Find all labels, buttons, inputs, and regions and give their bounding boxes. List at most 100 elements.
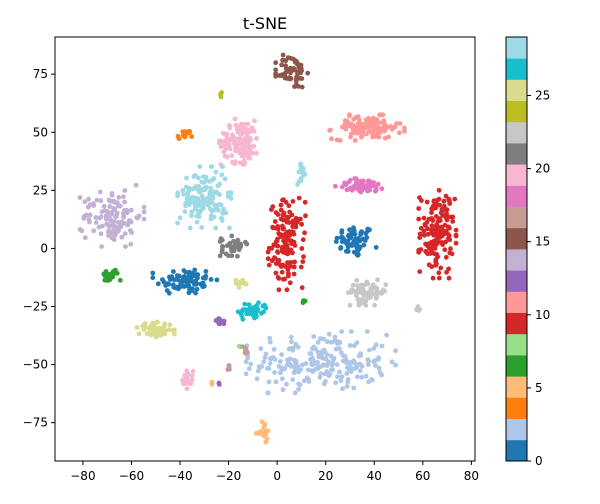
data-point (107, 223, 112, 229)
data-point (338, 245, 344, 250)
data-point (98, 198, 104, 204)
x-tick-label: 40 (367, 469, 382, 483)
data-point (359, 133, 365, 139)
cluster-14-15 (273, 52, 311, 90)
data-point (364, 329, 370, 334)
data-point (368, 182, 374, 188)
data-point (182, 209, 188, 215)
data-point (191, 174, 197, 179)
data-point (429, 247, 434, 253)
data-point (444, 269, 449, 275)
data-point (117, 203, 123, 209)
data-point (279, 376, 285, 382)
data-point (448, 246, 453, 252)
data-point (343, 126, 349, 132)
data-point (122, 231, 128, 237)
data-point (261, 309, 266, 315)
data-point (296, 169, 302, 175)
data-point (183, 184, 189, 190)
data-point (326, 331, 332, 337)
data-point (267, 339, 273, 345)
data-point (371, 359, 376, 364)
data-point (266, 379, 272, 385)
data-point (423, 249, 428, 254)
data-point (376, 134, 382, 140)
data-point (203, 269, 209, 274)
data-point (197, 210, 203, 215)
data-point (291, 370, 297, 376)
data-point (229, 233, 235, 239)
data-point (171, 269, 176, 274)
data-point (85, 204, 91, 210)
data-point (273, 261, 279, 266)
data-point (150, 275, 156, 281)
y-axis: −75 −50 −25 0 25 50 75 (23, 67, 55, 430)
data-point (355, 121, 361, 126)
data-point (286, 203, 292, 209)
data-point (142, 321, 148, 326)
data-point (417, 235, 423, 241)
data-point (184, 175, 189, 181)
data-point (256, 364, 262, 370)
data-point (108, 230, 114, 236)
data-point (117, 277, 123, 283)
colorbar-segment (506, 143, 527, 165)
data-point (194, 219, 200, 225)
data-point (240, 307, 246, 312)
data-point (192, 267, 198, 273)
data-point (298, 264, 304, 270)
data-point (266, 262, 272, 268)
data-point (356, 300, 362, 306)
data-point (231, 136, 237, 142)
data-point (375, 181, 381, 187)
data-point (376, 356, 381, 362)
data-point (357, 361, 363, 367)
data-point (180, 377, 186, 383)
data-point (208, 164, 214, 170)
data-point (189, 373, 195, 379)
data-point (431, 199, 437, 205)
data-point (299, 84, 305, 90)
colorbar-tick-label: 15 (535, 235, 550, 249)
data-point (348, 185, 354, 191)
data-point (357, 289, 362, 295)
data-point (424, 199, 430, 205)
data-point (181, 268, 187, 273)
data-point (284, 242, 290, 248)
cluster-12-13 (216, 380, 222, 387)
data-point (287, 346, 293, 351)
data-point (96, 224, 102, 230)
data-point (185, 129, 191, 135)
data-point (290, 377, 295, 382)
data-point (189, 134, 195, 140)
data-point (293, 78, 299, 84)
cluster-21-26 (233, 277, 249, 290)
data-point (273, 67, 279, 73)
colorbar-tick-label: 25 (535, 88, 550, 102)
data-point (370, 282, 376, 288)
data-point (91, 201, 96, 207)
data-point (242, 301, 248, 307)
data-point (128, 207, 134, 213)
data-point (287, 65, 293, 71)
data-point (279, 62, 284, 68)
data-point (379, 186, 385, 192)
cluster-15-17 (225, 363, 232, 372)
data-point (235, 253, 240, 259)
plot-frame (54, 36, 476, 462)
data-point (329, 136, 334, 142)
data-point (453, 233, 459, 239)
x-tick-label: 60 (415, 469, 430, 483)
data-point (201, 200, 206, 206)
data-point (281, 225, 287, 231)
colorbar-segment (506, 355, 527, 377)
data-point (263, 351, 269, 357)
data-point (317, 374, 323, 380)
data-point (358, 189, 364, 195)
data-point (101, 203, 107, 209)
data-point (300, 237, 306, 243)
colorbar-segment (506, 100, 527, 123)
data-point (189, 288, 195, 293)
data-point (225, 367, 231, 372)
data-point (193, 278, 199, 284)
